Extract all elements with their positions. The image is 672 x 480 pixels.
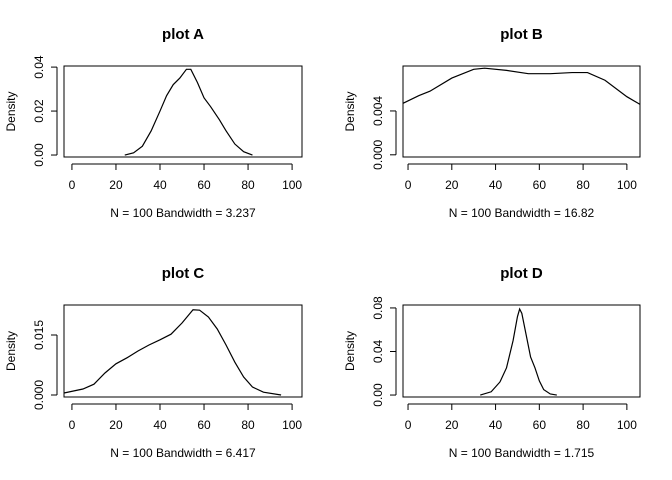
x-tick-label: 20 <box>445 418 459 432</box>
x-tick-label: 20 <box>109 418 123 432</box>
y-tick-label: 0.02 <box>32 99 46 123</box>
y-tick-label: 0.04 <box>371 339 385 363</box>
x-tick-label: 20 <box>109 178 123 192</box>
panel-title: plot C <box>162 265 205 282</box>
x-tick-label: 80 <box>241 418 255 432</box>
x-tick-label: 40 <box>489 418 503 432</box>
x-tick-label: 0 <box>69 418 76 432</box>
y-axis-label: Density <box>4 91 18 131</box>
x-axis-label: N = 100 Bandwidth = 16.82 <box>449 206 595 220</box>
x-tick-label: 100 <box>617 418 637 432</box>
density-line <box>480 307 557 396</box>
panel-title: plot D <box>500 265 543 282</box>
x-axis-label: N = 100 Bandwidth = 3.237 <box>110 206 256 220</box>
y-tick-label: 0.08 <box>371 296 385 320</box>
panel-title: plot B <box>500 26 543 43</box>
x-tick-label: 0 <box>69 178 76 192</box>
y-tick-label: 0.004 <box>371 96 385 126</box>
x-tick-label: 0 <box>405 418 412 432</box>
y-tick-label: 0.00 <box>371 383 385 407</box>
x-tick-label: 60 <box>533 418 547 432</box>
x-tick-label: 100 <box>617 178 637 192</box>
x-tick-label: 80 <box>576 178 590 192</box>
x-tick-label: 80 <box>576 418 590 432</box>
y-tick-label: 0.015 <box>32 320 46 350</box>
y-tick-label: 0.000 <box>371 139 385 169</box>
y-tick-label: 0.04 <box>32 55 46 79</box>
density-line <box>124 68 253 156</box>
x-axis-label: N = 100 Bandwidth = 1.715 <box>449 446 595 460</box>
density-line <box>402 67 641 105</box>
x-tick-label: 80 <box>241 178 255 192</box>
y-tick-label: 0.00 <box>32 143 46 167</box>
x-tick-label: 40 <box>489 178 503 192</box>
x-tick-label: 40 <box>153 178 167 192</box>
x-tick-label: 60 <box>197 418 211 432</box>
x-axis-label: N = 100 Bandwidth = 6.417 <box>110 446 256 460</box>
density-line <box>63 309 282 396</box>
x-tick-label: 100 <box>282 178 302 192</box>
plot-box <box>402 304 641 398</box>
panel-title: plot A <box>162 26 204 43</box>
x-tick-label: 100 <box>282 418 302 432</box>
x-tick-label: 60 <box>533 178 547 192</box>
y-axis-label: Density <box>4 331 18 371</box>
x-tick-label: 20 <box>445 178 459 192</box>
plot-box <box>63 65 303 158</box>
x-tick-label: 0 <box>405 178 412 192</box>
y-axis-label: Density <box>343 91 357 131</box>
x-tick-label: 60 <box>197 178 211 192</box>
x-tick-label: 40 <box>153 418 167 432</box>
plot-box <box>63 304 303 398</box>
y-axis-label: Density <box>343 331 357 371</box>
y-tick-label: 0.000 <box>32 380 46 410</box>
plot-box <box>402 65 641 158</box>
